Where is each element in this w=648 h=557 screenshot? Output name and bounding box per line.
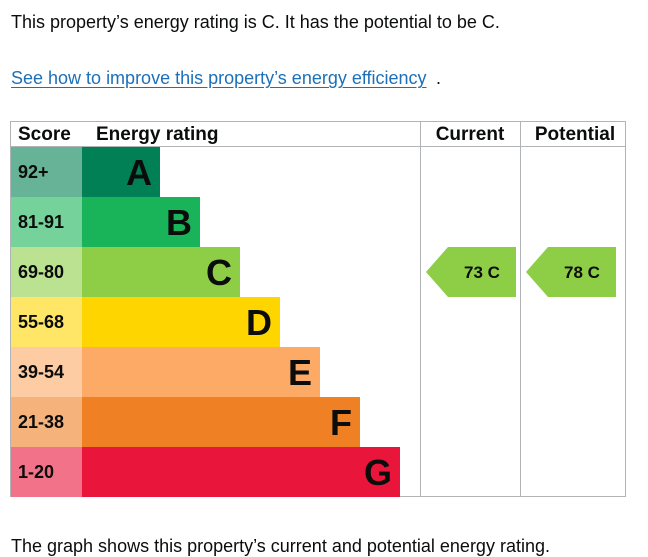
potential-rating-label: 78 C xyxy=(564,263,600,282)
improve-efficiency-link[interactable]: See how to improve this property’s energ… xyxy=(11,68,427,88)
energy-rating-chart: Score Energy rating Current Potential 92… xyxy=(10,121,626,497)
rating-arrows: 73 C 78 C xyxy=(426,247,616,297)
header-energy-rating: Energy rating xyxy=(96,124,218,145)
score-cell-e xyxy=(11,347,82,397)
band-letter-a: A xyxy=(126,152,152,193)
band-bar-f xyxy=(82,397,360,447)
score-cell-g xyxy=(11,447,82,497)
score-label-e: 39-54 xyxy=(18,362,64,382)
rating-bands: 92+ A 81-91 B 69-80 C 55-68 D 39-54 E 21-38 F 1-20 G xyxy=(11,147,400,497)
band-bar-d xyxy=(82,297,280,347)
band-letter-c: C xyxy=(206,252,232,293)
score-label-c: 69-80 xyxy=(18,262,64,282)
header-score: Score xyxy=(18,124,71,145)
score-label-g: 1-20 xyxy=(18,462,54,482)
band-bar-e xyxy=(82,347,320,397)
current-arrow xyxy=(426,247,516,297)
score-label-a: 92+ xyxy=(18,162,49,182)
band-letter-g: G xyxy=(364,452,392,493)
score-cell-f xyxy=(11,397,82,447)
current-rating-label: 73 C xyxy=(464,263,500,282)
band-letter-e: E xyxy=(288,352,312,393)
band-bar-b xyxy=(82,197,200,247)
band-bar-c xyxy=(82,247,240,297)
band-bar-a xyxy=(82,147,160,197)
header-potential: Potential xyxy=(535,124,615,145)
score-cell-c xyxy=(11,247,82,297)
header-current: Current xyxy=(436,124,505,145)
band-letter-d: D xyxy=(246,302,272,343)
score-cell-d xyxy=(11,297,82,347)
band-letter-b: B xyxy=(166,202,192,243)
band-bar-g xyxy=(82,447,400,497)
band-letter-f: F xyxy=(330,402,352,443)
score-label-b: 81-91 xyxy=(18,212,64,232)
graph-description: The graph shows this property’s current … xyxy=(11,536,550,556)
score-cell-a xyxy=(11,147,82,197)
score-label-d: 55-68 xyxy=(18,312,64,332)
score-cell-b xyxy=(11,197,82,247)
link-suffix: . xyxy=(436,68,442,88)
score-label-f: 21-38 xyxy=(18,412,64,432)
potential-arrow xyxy=(526,247,616,297)
energy-rating-summary: This property’s energy rating is C. It h… xyxy=(11,12,500,32)
energy-rating-graph: Score Energy rating Current Potential 92… xyxy=(10,121,626,497)
